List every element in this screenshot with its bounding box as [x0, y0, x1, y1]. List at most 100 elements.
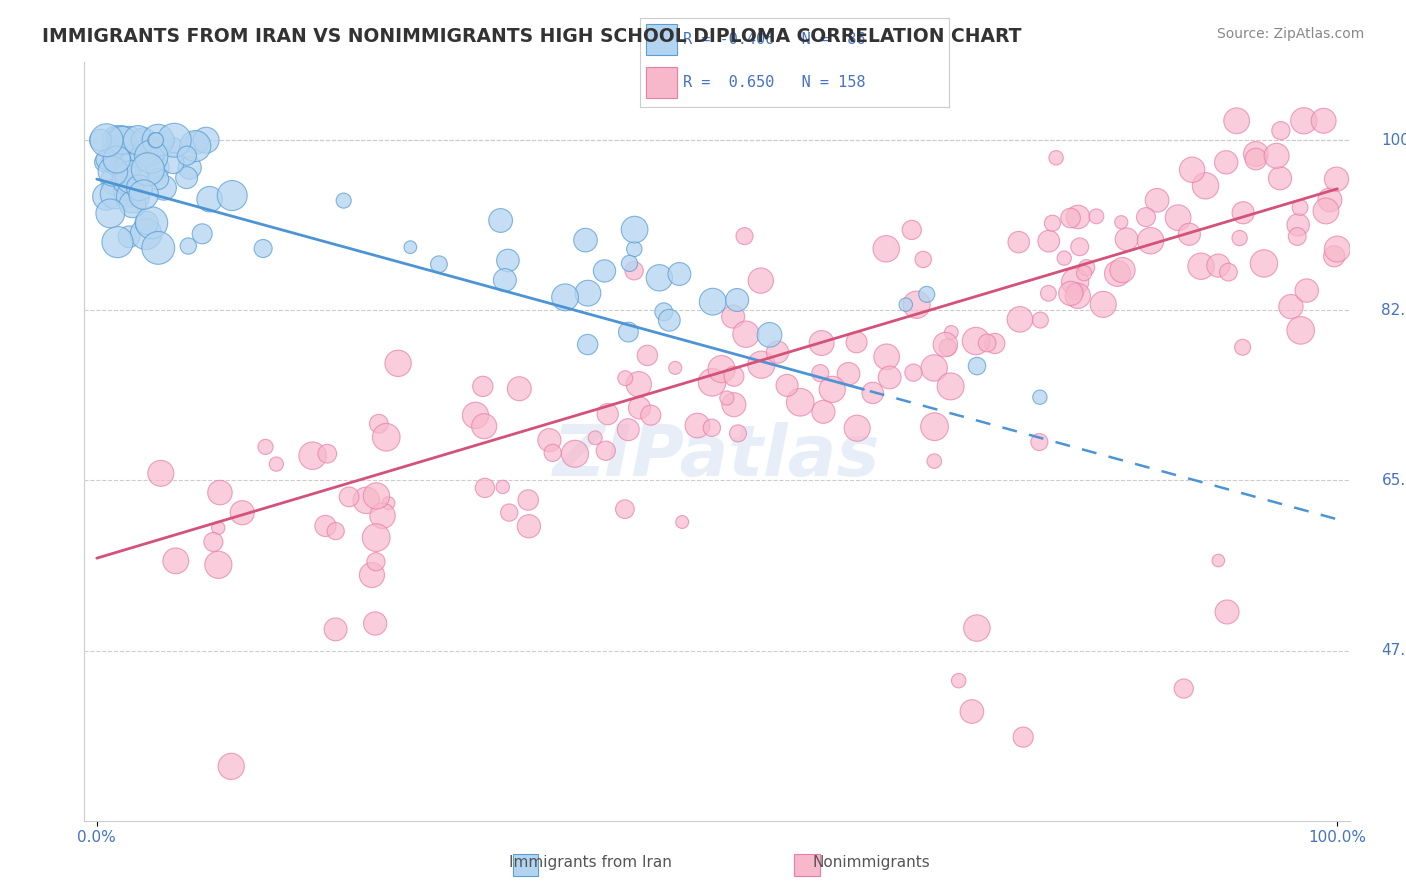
Point: [734, 229, 756, 244]
Point: [153, 181, 176, 195]
Point: [965, 334, 987, 348]
Point: [387, 356, 409, 370]
Point: [652, 305, 675, 319]
Point: [508, 382, 530, 396]
Text: Immigrants from Iran: Immigrants from Iran: [509, 855, 672, 870]
Point: [983, 336, 1005, 351]
Point: [145, 133, 167, 147]
Point: [219, 759, 242, 773]
Point: [163, 133, 186, 147]
Point: [117, 160, 139, 174]
Text: R = -0.406   N =  86: R = -0.406 N = 86: [683, 32, 866, 46]
Point: [111, 133, 134, 147]
Point: [316, 447, 339, 461]
Point: [1115, 232, 1137, 246]
Point: [186, 136, 208, 150]
Point: [538, 433, 561, 447]
Point: [494, 273, 516, 287]
Point: [966, 621, 988, 635]
Point: [364, 555, 387, 569]
Point: [846, 421, 869, 435]
Point: [399, 240, 422, 254]
Point: [471, 379, 494, 393]
Text: 65.0%: 65.0%: [1381, 473, 1406, 488]
Point: [1323, 249, 1346, 263]
Point: [1208, 553, 1230, 567]
Point: [364, 616, 387, 631]
Point: [1146, 194, 1168, 208]
Point: [1181, 162, 1204, 177]
Point: [789, 395, 811, 409]
Point: [110, 176, 132, 190]
Point: [115, 172, 138, 186]
Point: [658, 313, 681, 327]
Point: [325, 623, 347, 637]
Point: [155, 133, 177, 147]
Point: [1253, 256, 1275, 270]
Point: [1028, 435, 1050, 450]
Point: [912, 252, 935, 267]
Point: [702, 294, 724, 309]
Point: [1206, 259, 1229, 273]
Point: [766, 345, 789, 359]
Text: Source: ZipAtlas.com: Source: ZipAtlas.com: [1216, 27, 1364, 41]
Point: [191, 227, 214, 241]
Point: [1244, 152, 1267, 166]
Point: [146, 161, 169, 175]
Point: [107, 235, 129, 249]
Point: [710, 362, 733, 376]
Point: [371, 508, 394, 523]
Point: [948, 673, 970, 688]
Point: [1312, 113, 1334, 128]
Point: [1295, 284, 1317, 298]
Point: [184, 139, 207, 153]
Point: [924, 419, 946, 434]
Point: [1232, 206, 1254, 220]
Point: [207, 558, 229, 572]
Point: [110, 133, 132, 147]
Point: [489, 213, 512, 227]
Point: [1139, 234, 1161, 248]
Point: [366, 489, 388, 503]
Point: [879, 370, 901, 384]
Point: [1107, 267, 1129, 281]
Point: [936, 340, 959, 354]
Point: [593, 264, 616, 278]
Point: [427, 257, 450, 271]
Point: [94, 153, 117, 167]
Point: [648, 270, 671, 285]
Point: [1167, 211, 1189, 225]
Point: [1064, 285, 1087, 299]
Point: [132, 133, 155, 147]
Point: [464, 409, 486, 423]
Point: [492, 480, 515, 494]
Point: [122, 189, 145, 203]
Point: [1270, 123, 1292, 137]
Point: [337, 490, 360, 504]
Text: Nonimmigrants: Nonimmigrants: [813, 855, 931, 870]
Point: [595, 443, 617, 458]
Point: [231, 506, 253, 520]
Point: [139, 144, 162, 158]
Point: [1029, 390, 1052, 404]
Point: [148, 172, 170, 186]
Point: [903, 366, 925, 380]
Point: [149, 467, 172, 481]
Point: [375, 430, 398, 444]
Point: [1067, 210, 1090, 224]
Point: [107, 153, 129, 167]
Point: [1008, 235, 1031, 249]
Point: [1319, 193, 1341, 207]
Point: [636, 348, 658, 362]
Point: [127, 133, 149, 147]
Point: [104, 186, 127, 201]
Point: [135, 216, 157, 230]
Point: [207, 521, 229, 535]
Point: [1326, 242, 1348, 256]
Point: [128, 181, 150, 195]
Point: [195, 133, 218, 147]
Point: [966, 359, 988, 373]
Point: [1085, 210, 1108, 224]
Point: [517, 493, 540, 508]
Point: [1008, 312, 1031, 326]
